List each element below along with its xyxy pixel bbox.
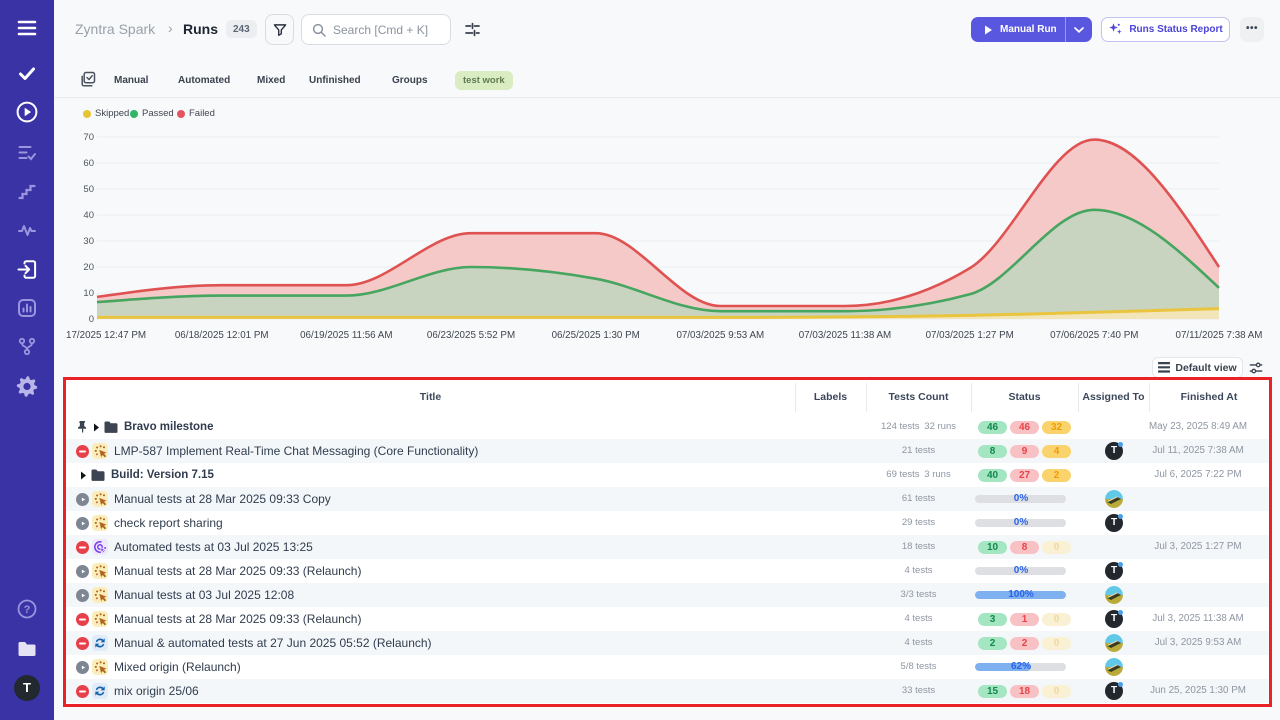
svg-text:0: 0 [89,314,94,325]
svg-text:06/19/2025 11:56 AM: 06/19/2025 11:56 AM [300,330,392,341]
svg-text:07/03/2025 9:53 AM: 07/03/2025 9:53 AM [676,330,764,341]
svg-text:07/11/2025 7:38 AM: 07/11/2025 7:38 AM [1176,330,1263,341]
svg-text:06/25/2025 1:30 PM: 06/25/2025 1:30 PM [552,330,640,341]
svg-text:20: 20 [83,262,94,273]
svg-text:07/03/2025 1:27 PM: 07/03/2025 1:27 PM [926,330,1014,341]
svg-text:10: 10 [83,288,94,299]
svg-text:60: 60 [83,158,94,169]
svg-text:40: 40 [83,210,94,221]
svg-text:30: 30 [83,236,94,247]
svg-text:70: 70 [83,132,94,143]
svg-text:50: 50 [83,184,94,195]
svg-text:06/18/2025 12:01 PM: 06/18/2025 12:01 PM [175,330,269,341]
svg-text:06/23/2025 5:52 PM: 06/23/2025 5:52 PM [427,330,515,341]
svg-text:07/03/2025 11:38 AM: 07/03/2025 11:38 AM [799,330,891,341]
svg-text:07/06/2025 7:40 PM: 07/06/2025 7:40 PM [1050,330,1138,341]
svg-text:?: ? [24,604,31,616]
svg-text:17/2025 12:47 PM: 17/2025 12:47 PM [66,330,146,341]
